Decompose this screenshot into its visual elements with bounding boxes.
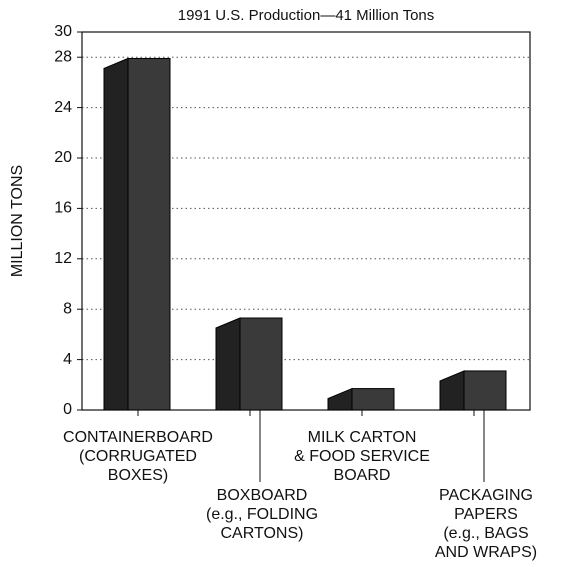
bar <box>215 317 283 411</box>
plot-frame <box>81 31 531 411</box>
bar <box>439 370 507 411</box>
y-tick-label: 8 <box>63 300 72 317</box>
y-tick-label: 4 <box>63 351 72 368</box>
y-tick-label: 0 <box>63 401 72 418</box>
x-tick-label: MILK CARTON & FOOD SERVICE BOARD <box>294 429 430 484</box>
y-axis-label: MILLION TONS <box>9 165 26 277</box>
chart-title: 1991 U.S. Production—41 Million Tons <box>178 7 435 24</box>
y-tick-label: 30 <box>54 23 72 40</box>
bar <box>103 57 171 411</box>
x-tick-label: BOXBOARD (e.g., FOLDING CARTONS) <box>206 487 318 542</box>
x-tick-label: PACKAGING PAPERS (e.g., BAGS AND WRAPS) <box>435 487 537 561</box>
x-tick-label: CONTAINERBOARD (CORRUGATED BOXES) <box>63 429 213 484</box>
bar <box>327 387 395 411</box>
y-tick-label: 24 <box>54 99 72 116</box>
y-tick-label: 12 <box>54 250 72 267</box>
y-tick-label: 28 <box>54 48 72 65</box>
y-tick-label: 16 <box>54 200 72 217</box>
y-tick-label: 20 <box>54 149 72 166</box>
